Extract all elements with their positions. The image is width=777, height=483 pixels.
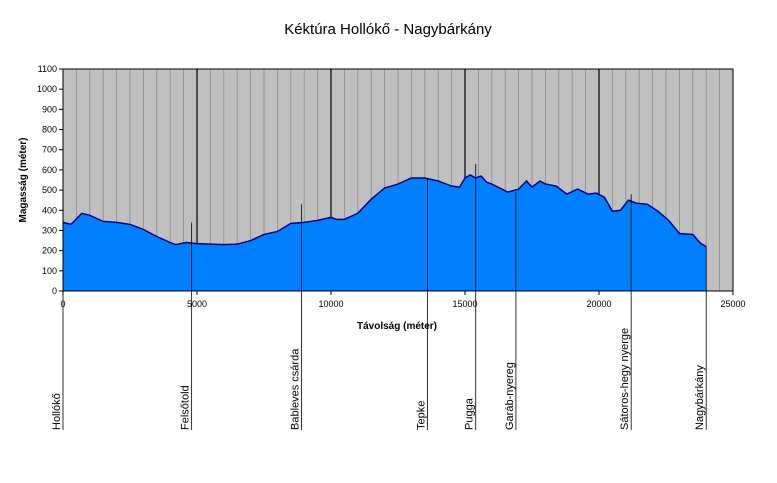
y-tick-label: 500 — [42, 185, 57, 195]
plot-frame — [62, 68, 734, 292]
waypoint-label: Tepke — [415, 401, 427, 430]
waypoint-label: Nagybárkány — [694, 365, 706, 430]
x-tick-label: 20000 — [586, 299, 611, 309]
y-tick-label: 800 — [42, 125, 57, 135]
plot-area — [62, 68, 734, 292]
y-tick-label: 700 — [42, 145, 57, 155]
x-tick-label: 15000 — [452, 299, 477, 309]
y-tick-label: 100 — [42, 266, 57, 276]
y-axis-ticks: 0 100 200 300 400 500 600 700 800 900 1000 1100 — [37, 64, 63, 296]
waypoint-label: Hollókő — [51, 393, 63, 430]
waypoint-label: Felsőtold — [180, 385, 192, 430]
x-axis-label: Távolság (méter) — [357, 321, 437, 332]
y-tick-label: 300 — [42, 225, 57, 235]
x-tick-label: 25000 — [720, 299, 745, 309]
waypoint-label: Sátoros-hegy nyerge — [619, 328, 631, 430]
waypoint-markers: Hollókő Felsőtold Bableves csárda Tepke Pugg… — [51, 163, 707, 430]
y-tick-label: 1000 — [37, 84, 57, 94]
y-tick-label: 0 — [52, 286, 57, 296]
y-tick-label: 400 — [42, 205, 57, 215]
x-tick-label: 5000 — [187, 299, 207, 309]
elevation-area — [63, 174, 707, 291]
y-tick-label: 200 — [42, 246, 57, 256]
y-tick-label: 1100 — [38, 64, 57, 74]
waypoint-label: Pugga — [464, 397, 476, 430]
elevation-line — [62, 174, 707, 248]
y-tick-label: 900 — [42, 104, 57, 114]
waypoint-label: Bableves csárda — [290, 348, 302, 430]
x-tick-label: 10000 — [318, 299, 343, 309]
chart-title: Kéktúra Hollókő - Nagybárkány — [284, 21, 492, 38]
waypoint-label: Garáb-nyereg — [504, 362, 516, 430]
y-tick-label: 600 — [42, 165, 57, 175]
y-axis-label: Magasság (méter) — [18, 137, 29, 222]
